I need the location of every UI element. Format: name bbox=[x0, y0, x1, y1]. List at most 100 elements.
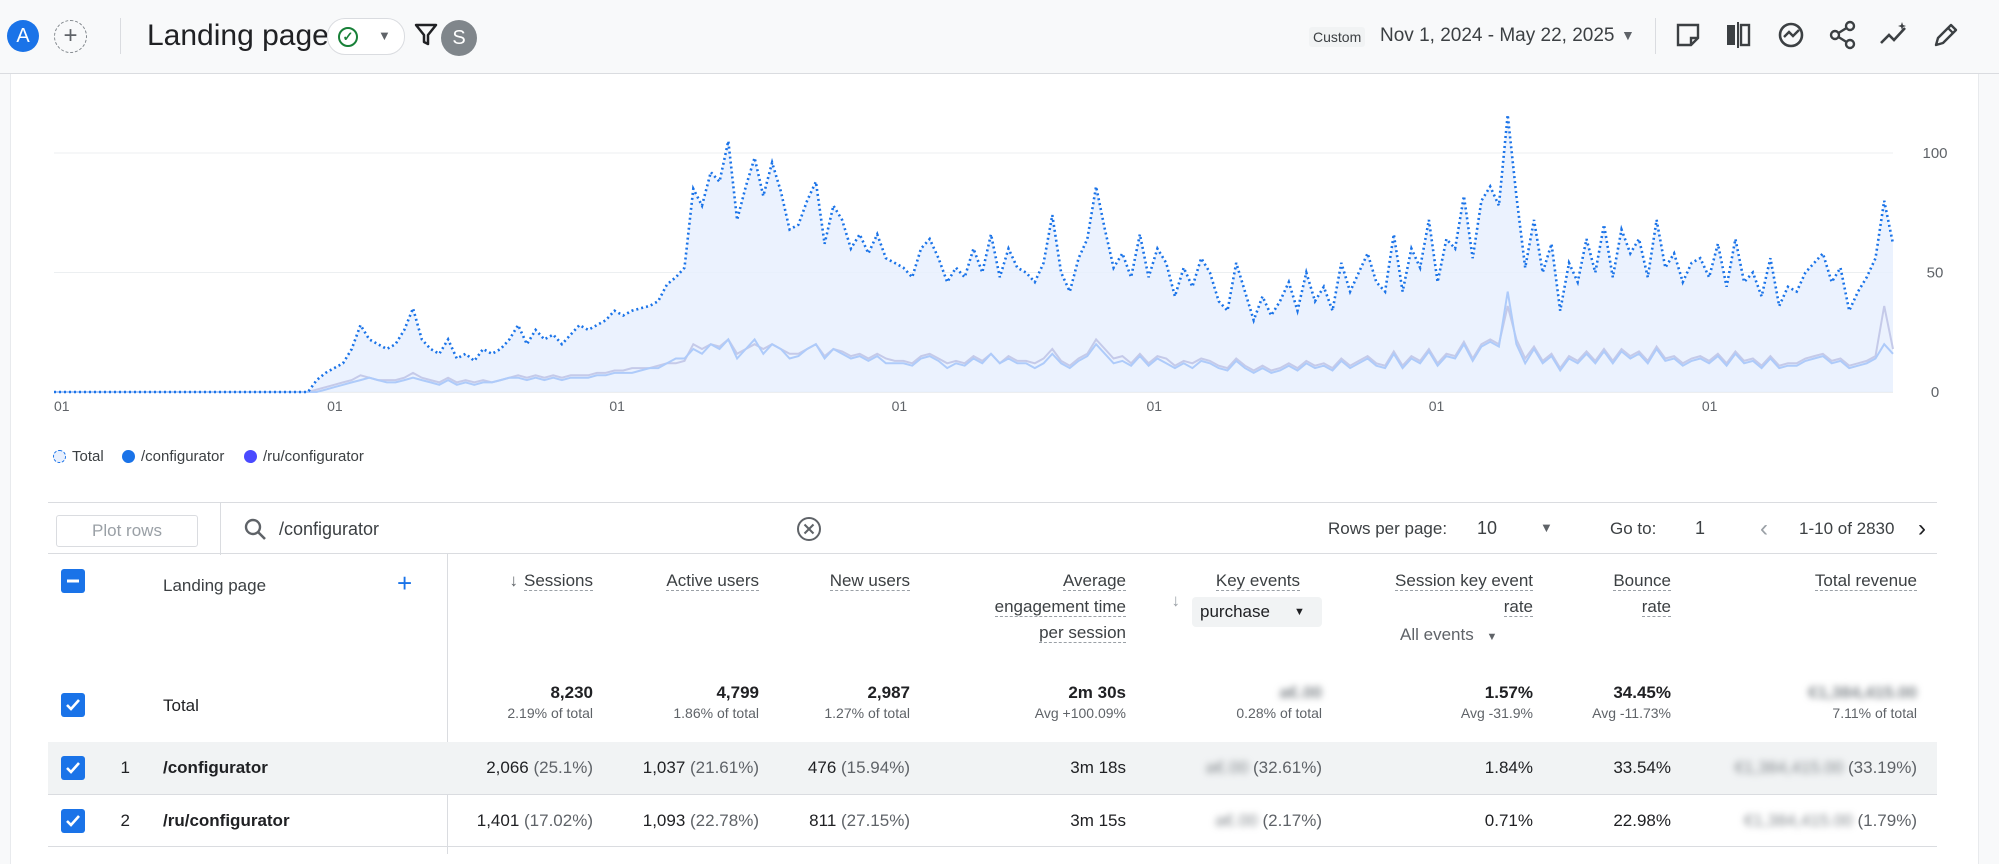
segment-avatar-a[interactable]: A bbox=[7, 20, 39, 52]
status-dropdown[interactable]: ✓ ▼ bbox=[327, 18, 405, 55]
prev-page-icon[interactable]: ‹ bbox=[1760, 515, 1768, 542]
legend-label: Total bbox=[72, 448, 104, 465]
divider bbox=[1655, 18, 1656, 54]
row-page-link[interactable]: /configurator bbox=[163, 758, 268, 777]
row-checkbox[interactable] bbox=[61, 756, 85, 780]
add-comparison-button[interactable]: + bbox=[54, 20, 87, 53]
caret-down-icon: ▼ bbox=[1294, 606, 1305, 618]
date-range-selector[interactable]: Nov 1, 2024 - May 22, 2025 bbox=[1380, 25, 1615, 46]
caret-down-icon: ▼ bbox=[378, 28, 391, 43]
page-title: Landing page bbox=[147, 19, 329, 52]
select-all-checkbox[interactable] bbox=[61, 569, 85, 593]
rows-per-page-label: Rows per page: bbox=[1328, 519, 1448, 538]
x-tick-label: 01 bbox=[1702, 398, 1718, 414]
row-session-key-event-rate: 1.84% bbox=[1484, 758, 1533, 777]
legend-total[interactable]: Total bbox=[53, 448, 104, 465]
total-sessions: 8,230 2.19% of total bbox=[507, 683, 593, 721]
filter-icon[interactable] bbox=[414, 22, 438, 48]
series-line-configurator bbox=[54, 291, 1894, 393]
trend-sparkle-icon[interactable] bbox=[1878, 19, 1910, 51]
line-chart: 05010001Nov01Dec01Jan01Feb01Mar01Apr01Ma… bbox=[54, 114, 1948, 414]
search-bar bbox=[220, 503, 1070, 555]
x-tick-label: 01 bbox=[1429, 398, 1445, 414]
x-tick-label: 01 bbox=[54, 398, 70, 414]
divider bbox=[120, 18, 121, 54]
total-avg-engagement: 2m 30s Avg +100.09% bbox=[1034, 683, 1126, 721]
rows-per-page-select[interactable]: 10 bbox=[1477, 518, 1498, 538]
row-sessions: 2,066 (25.1%) bbox=[486, 758, 593, 777]
row-divider bbox=[48, 794, 1937, 795]
row-active-users: 1,037 (21.61%) bbox=[642, 758, 759, 777]
legend-configurator-swatch bbox=[122, 450, 135, 463]
legend-label: /configurator bbox=[141, 448, 225, 465]
sort-down-icon[interactable]: ↓ bbox=[1171, 591, 1181, 610]
search-icon bbox=[244, 518, 266, 540]
col-session-key-event-rate[interactable]: Session key event rate bbox=[1395, 571, 1533, 617]
series-area-total bbox=[54, 114, 1893, 393]
edit-pencil-icon[interactable] bbox=[1930, 19, 1962, 51]
col-active-users[interactable]: Active users bbox=[666, 571, 759, 591]
row-avg-engagement: 3m 18s bbox=[1070, 758, 1126, 777]
share-icon[interactable] bbox=[1827, 19, 1859, 51]
top-bar: A + Landing page ✓ ▼ S Custom Nov 1, 202… bbox=[0, 0, 1999, 74]
total-key-events: a€.00 0.28% of total bbox=[1236, 683, 1322, 721]
dimension-header[interactable]: Landing page bbox=[163, 576, 267, 595]
legend-ru-configurator[interactable]: /ru/configurator bbox=[244, 448, 364, 465]
skr-filter-dropdown[interactable]: All events ▼ bbox=[1400, 625, 1498, 644]
total-row-checkbox[interactable] bbox=[61, 693, 85, 717]
date-custom-badge: Custom bbox=[1309, 27, 1366, 47]
total-revenue: €1,384,415.00 7.11% of total bbox=[1808, 683, 1917, 721]
col-total-revenue[interactable]: Total revenue bbox=[1814, 571, 1917, 591]
plot-rows-button[interactable]: Plot rows bbox=[56, 515, 198, 547]
legend-ru-configurator-swatch bbox=[244, 450, 257, 463]
add-dimension-icon[interactable]: + bbox=[397, 568, 413, 598]
y-tick-label: 100 bbox=[1922, 145, 1947, 162]
x-tick-label: 01 bbox=[892, 398, 908, 414]
row-key-events: a€.00 (2.17%) bbox=[1215, 811, 1322, 830]
row-index: 1 bbox=[120, 758, 130, 777]
key-events-filter-dropdown[interactable]: purchase ▼ bbox=[1192, 597, 1322, 627]
row-sessions: 1,401 (17.02%) bbox=[476, 811, 593, 830]
row-revenue: €1,384,415.00 (1.79%) bbox=[1744, 811, 1917, 830]
y-tick-label: 0 bbox=[1931, 384, 1939, 401]
compare-columns-icon[interactable] bbox=[1722, 19, 1754, 51]
total-new-users: 2,987 1.27% of total bbox=[824, 683, 910, 721]
row-revenue: €1,384,415.00 (33.19%) bbox=[1734, 758, 1917, 777]
col-bounce-rate[interactable]: Bounce rate bbox=[1613, 571, 1671, 617]
row-page-link[interactable]: /ru/configurator bbox=[163, 811, 290, 830]
clear-search-icon[interactable] bbox=[796, 516, 822, 542]
row-checkbox[interactable] bbox=[61, 809, 85, 833]
row-key-events: a€.00 (32.61%) bbox=[1205, 758, 1322, 777]
row-bounce-rate: 22.98% bbox=[1613, 811, 1671, 830]
row-active-users: 1,093 (22.78%) bbox=[642, 811, 759, 830]
col-new-users[interactable]: New users bbox=[829, 571, 910, 591]
total-session-key-event-rate: 1.57% Avg -31.9% bbox=[1460, 683, 1533, 721]
search-input[interactable] bbox=[279, 515, 609, 543]
caret-down-icon: ▼ bbox=[1486, 631, 1498, 643]
pagination-label: 1-10 of 2830 bbox=[1799, 519, 1895, 538]
check-circle-icon: ✓ bbox=[338, 27, 358, 47]
rows-per-page-caret-icon[interactable]: ▼ bbox=[1540, 520, 1553, 535]
table-row[interactable] bbox=[48, 742, 1937, 794]
user-avatar[interactable]: S bbox=[441, 20, 477, 56]
insights-icon[interactable] bbox=[1775, 19, 1807, 51]
total-bounce-rate: 34.45% Avg -11.73% bbox=[1592, 683, 1671, 721]
col-key-events[interactable]: Key events bbox=[1215, 571, 1300, 591]
legend-total-swatch bbox=[53, 450, 66, 463]
next-page-icon[interactable]: › bbox=[1918, 515, 1926, 542]
row-bounce-rate: 33.54% bbox=[1613, 758, 1671, 777]
legend-configurator[interactable]: /configurator bbox=[122, 448, 224, 465]
x-tick-label: 01 bbox=[609, 398, 625, 414]
x-tick-label: 01 bbox=[327, 398, 343, 414]
legend-label: /ru/configurator bbox=[263, 448, 364, 465]
series-line-total bbox=[54, 114, 1895, 394]
date-caret-icon[interactable]: ▼ bbox=[1621, 27, 1635, 43]
row-new-users: 811 (27.15%) bbox=[809, 811, 910, 830]
sort-down-icon: ↓ bbox=[509, 571, 519, 590]
goto-input[interactable]: 1 bbox=[1695, 518, 1706, 538]
x-tick-label: 01 bbox=[1146, 398, 1162, 414]
col-sessions[interactable]: ↓ Sessions bbox=[509, 571, 593, 591]
insights-note-icon[interactable] bbox=[1672, 19, 1704, 51]
row-index: 2 bbox=[120, 811, 130, 830]
col-avg-engagement[interactable]: Average engagement time per session bbox=[994, 571, 1126, 643]
